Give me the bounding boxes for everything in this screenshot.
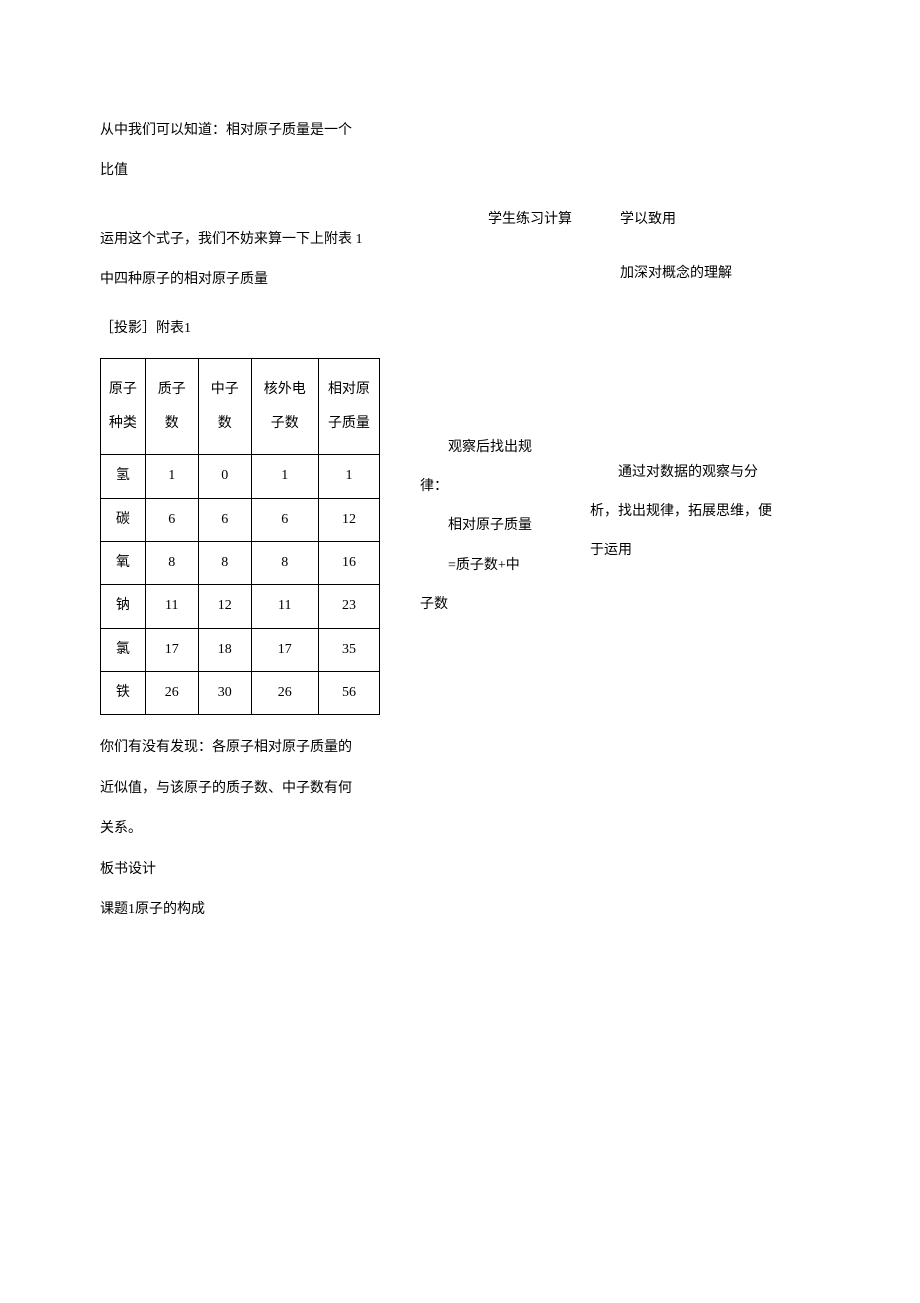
cell: 26	[145, 672, 198, 715]
header-cell: 原子种类	[101, 358, 146, 454]
intro-line-2: 比值	[100, 160, 440, 182]
cell: 8	[198, 541, 251, 584]
analysis-line: 析，找出规律，拓展思维，便	[590, 492, 772, 531]
bottom-line: 你们有没有发现：各原子相对原子质量的	[100, 737, 820, 759]
analysis-column: 通过对数据的观察与分 析，找出规律，拓展思维，便 于运用	[580, 358, 772, 738]
table-header-row: 原子种类 质子数 中子数 核外电子数 相对原子质量	[101, 358, 380, 454]
cell: 6	[251, 498, 318, 541]
cell: 17	[251, 628, 318, 671]
table-row: 氢 1 0 1 1	[101, 455, 380, 498]
cell: 氧	[101, 541, 146, 584]
cell: 1	[318, 455, 379, 498]
cell: 钠	[101, 585, 146, 628]
table-title: ［投影］附表1	[100, 318, 820, 340]
cell: 11	[251, 585, 318, 628]
intro-line-3: 运用这个式子，我们不妨来算一下上附表 1	[100, 229, 440, 251]
header-cell: 质子数	[145, 358, 198, 454]
cell: 18	[198, 628, 251, 671]
cell: 26	[251, 672, 318, 715]
bottom-line: 板书设计	[100, 859, 820, 881]
obs-line: 律：	[420, 467, 580, 506]
cell: 8	[145, 541, 198, 584]
cell: 1	[145, 455, 198, 498]
cell: 氯	[101, 628, 146, 671]
cell: 铁	[101, 672, 146, 715]
cell: 17	[145, 628, 198, 671]
obs-line: 相对原子质量	[420, 506, 580, 545]
header-cell: 相对原子质量	[318, 358, 379, 454]
atom-table: 原子种类 质子数 中子数 核外电子数 相对原子质量 氢 1 0 1 1 碳 6 …	[100, 358, 380, 716]
cell: 23	[318, 585, 379, 628]
observation-column: 观察后找出规 律： 相对原子质量 =质子数+中 子数	[380, 358, 580, 738]
header-cell: 核外电子数	[251, 358, 318, 454]
mid-note-1: 学生练习计算	[440, 209, 620, 231]
obs-line: 子数	[420, 585, 580, 624]
cell: 1	[251, 455, 318, 498]
cell: 16	[318, 541, 379, 584]
header-cell: 中子数	[198, 358, 251, 454]
cell: 12	[198, 585, 251, 628]
cell: 6	[145, 498, 198, 541]
bottom-line: 课题1原子的构成	[100, 899, 820, 921]
cell: 12	[318, 498, 379, 541]
intro-line-4: 中四种原子的相对原子质量	[100, 269, 440, 291]
right-note-2: 加深对概念的理解	[620, 263, 820, 285]
table-row: 铁 26 30 26 56	[101, 672, 380, 715]
table-row: 碳 6 6 6 12	[101, 498, 380, 541]
top-section: 从中我们可以知道：相对原子质量是一个 比值 运用这个式子，我们不妨来算一下上附表…	[100, 120, 820, 310]
analysis-line: 通过对数据的观察与分	[590, 453, 772, 492]
table-row: 氧 8 8 8 16	[101, 541, 380, 584]
table-section: 原子种类 质子数 中子数 核外电子数 相对原子质量 氢 1 0 1 1 碳 6 …	[100, 358, 820, 738]
cell: 碳	[101, 498, 146, 541]
obs-line: =质子数+中	[420, 546, 580, 585]
cell: 8	[251, 541, 318, 584]
table-row: 钠 11 12 11 23	[101, 585, 380, 628]
cell: 30	[198, 672, 251, 715]
right-note-1: 学以致用	[620, 209, 820, 231]
table-row: 氯 17 18 17 35	[101, 628, 380, 671]
bottom-line: 近似值，与该原子的质子数、中子数有何	[100, 778, 820, 800]
cell: 56	[318, 672, 379, 715]
cell: 6	[198, 498, 251, 541]
obs-line: 观察后找出规	[420, 428, 580, 467]
bottom-section: 你们有没有发现：各原子相对原子质量的 近似值，与该原子的质子数、中子数有何 关系…	[100, 737, 820, 921]
cell: 35	[318, 628, 379, 671]
analysis-line: 于运用	[590, 531, 772, 570]
bottom-line: 关系。	[100, 818, 820, 840]
cell: 0	[198, 455, 251, 498]
cell: 氢	[101, 455, 146, 498]
cell: 11	[145, 585, 198, 628]
intro-line-1: 从中我们可以知道：相对原子质量是一个	[100, 120, 440, 142]
